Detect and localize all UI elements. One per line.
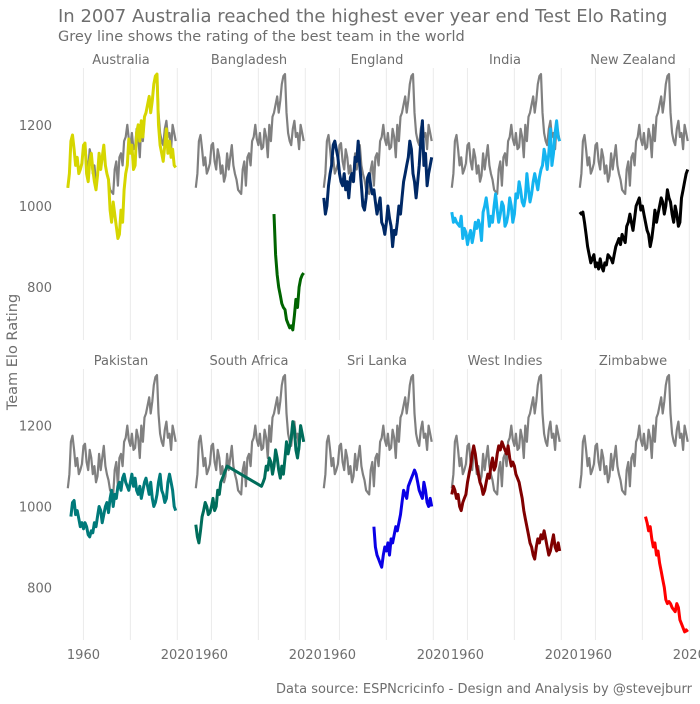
best-team-line bbox=[578, 72, 689, 195]
panel-india: India bbox=[450, 53, 562, 340]
team-line bbox=[272, 214, 305, 332]
x-tick-label: 2020 bbox=[673, 648, 700, 663]
y-tick-label: 1200 bbox=[19, 420, 52, 435]
y-axis-label: Team Elo Rating bbox=[5, 294, 21, 411]
best-team-line bbox=[322, 374, 433, 496]
y-tick-label: 1200 bbox=[19, 119, 52, 134]
best-team-line bbox=[194, 72, 305, 195]
chart-title: In 2007 Australia reached the highest ev… bbox=[58, 6, 667, 27]
panel-zimbabwe: Zimbabwe bbox=[578, 354, 690, 640]
x-tick-label: 2020 bbox=[161, 648, 194, 663]
team-line bbox=[578, 168, 690, 273]
panel-title: Bangladesh bbox=[211, 53, 287, 68]
team-line bbox=[322, 119, 434, 249]
panel-title: South Africa bbox=[210, 354, 289, 369]
x-tick-label: 2020 bbox=[545, 648, 578, 663]
panel-title: India bbox=[489, 53, 521, 68]
panel-title: West Indies bbox=[468, 354, 543, 369]
best-team-line bbox=[322, 72, 433, 195]
best-team-line bbox=[66, 374, 177, 496]
team-line bbox=[450, 119, 562, 247]
panel-title: Sri Lanka bbox=[347, 354, 407, 369]
panel-england: England bbox=[322, 53, 434, 340]
x-tick-label: 1960 bbox=[67, 648, 100, 663]
best-team-line bbox=[578, 374, 689, 496]
y-tick-label: 1000 bbox=[19, 501, 52, 516]
panel-title: Australia bbox=[92, 53, 150, 68]
panel-west-indies: West Indies bbox=[450, 354, 562, 640]
best-team-line bbox=[450, 374, 561, 496]
team-line bbox=[69, 472, 178, 539]
best-team-line bbox=[450, 72, 561, 195]
team-line bbox=[372, 468, 434, 569]
panel-new-zealand: New Zealand bbox=[578, 53, 690, 340]
panel-title: Zimbabwe bbox=[599, 354, 667, 369]
panel-title: New Zealand bbox=[590, 53, 675, 68]
team-line bbox=[194, 420, 306, 545]
team-line bbox=[66, 72, 177, 240]
panel-sri-lanka: Sri Lanka bbox=[322, 354, 434, 640]
panels-group: Australia Bangladesh England India New Zeala… bbox=[66, 53, 690, 640]
panel-pakistan: Pakistan bbox=[66, 354, 178, 640]
chart-subtitle: Grey line shows the rating of the best t… bbox=[58, 29, 465, 45]
x-tick-label: 2020 bbox=[417, 648, 450, 663]
x-tick-label: 1960 bbox=[195, 648, 228, 663]
panel-south-africa: South Africa bbox=[194, 354, 306, 640]
best-team-line bbox=[194, 374, 305, 496]
team-line bbox=[644, 516, 689, 634]
panel-australia: Australia bbox=[66, 53, 178, 340]
team-line bbox=[450, 440, 562, 561]
panel-title: Pakistan bbox=[94, 354, 148, 369]
y-tick-label: 800 bbox=[27, 281, 52, 296]
y-tick-label: 800 bbox=[27, 581, 52, 596]
panel-title: England bbox=[351, 53, 404, 68]
y-tick-label: 1000 bbox=[19, 200, 52, 215]
caption: Data source: ESPNcricinfo - Design and A… bbox=[276, 682, 693, 697]
x-tick-label: 2020 bbox=[289, 648, 322, 663]
x-tick-label: 1960 bbox=[323, 648, 356, 663]
x-tick-label: 1960 bbox=[451, 648, 484, 663]
x-tick-label: 1960 bbox=[579, 648, 612, 663]
panel-bangladesh: Bangladesh bbox=[194, 53, 306, 340]
